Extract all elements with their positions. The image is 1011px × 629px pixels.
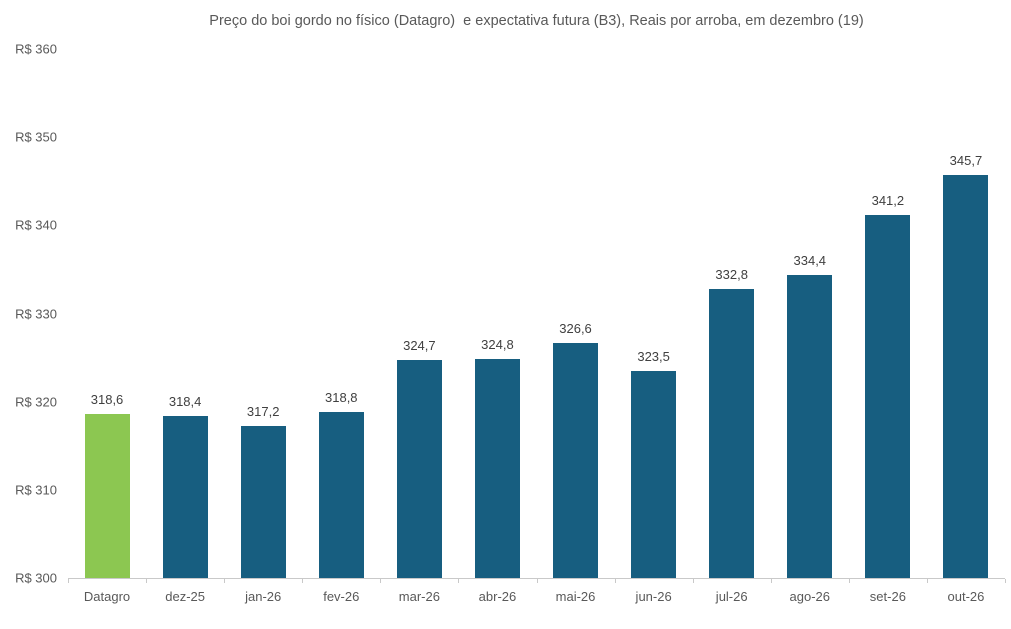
bar: [865, 214, 911, 578]
bar: [709, 288, 755, 578]
x-axis-tick-mark: [380, 579, 382, 583]
x-axis-tick-mark: [536, 579, 538, 583]
bar-value-label: 318,6: [90, 392, 124, 407]
x-axis-tick-mark: [692, 579, 694, 583]
x-axis-category-label: abr-26: [478, 589, 517, 604]
y-axis-tick-label: R$ 360: [15, 41, 57, 57]
x-axis-tick-mark: [224, 579, 226, 583]
x-axis-tick-mark: [458, 579, 460, 583]
x-axis-tick-mark: [770, 579, 772, 583]
x-axis-category-label: jun-26: [635, 589, 672, 604]
bar-value-label: 345,7: [949, 153, 983, 169]
bar: [943, 175, 989, 578]
x-axis-category-label: jan-26: [245, 589, 282, 604]
bar: [631, 370, 677, 578]
bar-value-label: 318,4: [168, 393, 202, 409]
bar-value-label: 317,2: [246, 404, 280, 420]
bar: [787, 274, 833, 578]
bar-value-label: 324,8: [481, 337, 514, 353]
bar-value-label: 334,4: [793, 252, 827, 268]
x-axis-tick-mark: [302, 579, 304, 583]
chart-title: Preço do boi gordo no físico (Datagro) e…: [209, 13, 864, 29]
x-axis-category-label: dez-25: [165, 589, 205, 604]
bar: [84, 414, 130, 578]
bar: [162, 415, 208, 578]
y-axis-tick-label: R$ 340: [15, 217, 57, 233]
y-axis-tick-label: R$ 320: [15, 394, 57, 410]
x-axis-tick-mark: [1005, 579, 1006, 583]
x-axis-tick-mark: [146, 579, 148, 583]
bar-value-label: 341,2: [871, 192, 905, 208]
y-axis-tick-label: R$ 310: [15, 482, 57, 498]
y-axis-tick-label: R$ 350: [15, 129, 57, 145]
x-axis-line: [68, 578, 1005, 579]
bar: [240, 426, 286, 578]
x-axis-tick-mark: [614, 579, 616, 583]
bar-value-label: 332,8: [715, 266, 748, 282]
x-axis-category-label: jul-26: [715, 589, 748, 604]
bar: [474, 359, 520, 578]
x-axis-category-label: mai-26: [555, 589, 596, 604]
x-axis-tick-mark: [926, 579, 928, 583]
x-axis-category-label: mar-26: [398, 589, 440, 604]
bar-value-label: 323,5: [637, 348, 670, 364]
x-axis-tick-mark: [68, 579, 69, 583]
bar-value-label: 324,7: [403, 338, 436, 354]
x-axis-category-label: set-26: [869, 589, 906, 604]
x-axis-tick-mark: [848, 579, 850, 583]
x-axis-category-label: ago-26: [789, 589, 831, 604]
y-axis-tick-label: R$ 330: [15, 306, 57, 321]
bar: [553, 343, 599, 578]
bar: [318, 412, 364, 578]
bar-value-label: 318,8: [325, 390, 358, 406]
bar: [396, 360, 442, 578]
bar-value-label: 326,6: [559, 321, 592, 337]
x-axis-category-label: out-26: [947, 589, 985, 604]
x-axis-category-label: fev-26: [323, 589, 360, 604]
y-axis-tick-label: R$ 300: [15, 570, 57, 586]
x-axis-category-label: Datagro: [83, 589, 131, 604]
